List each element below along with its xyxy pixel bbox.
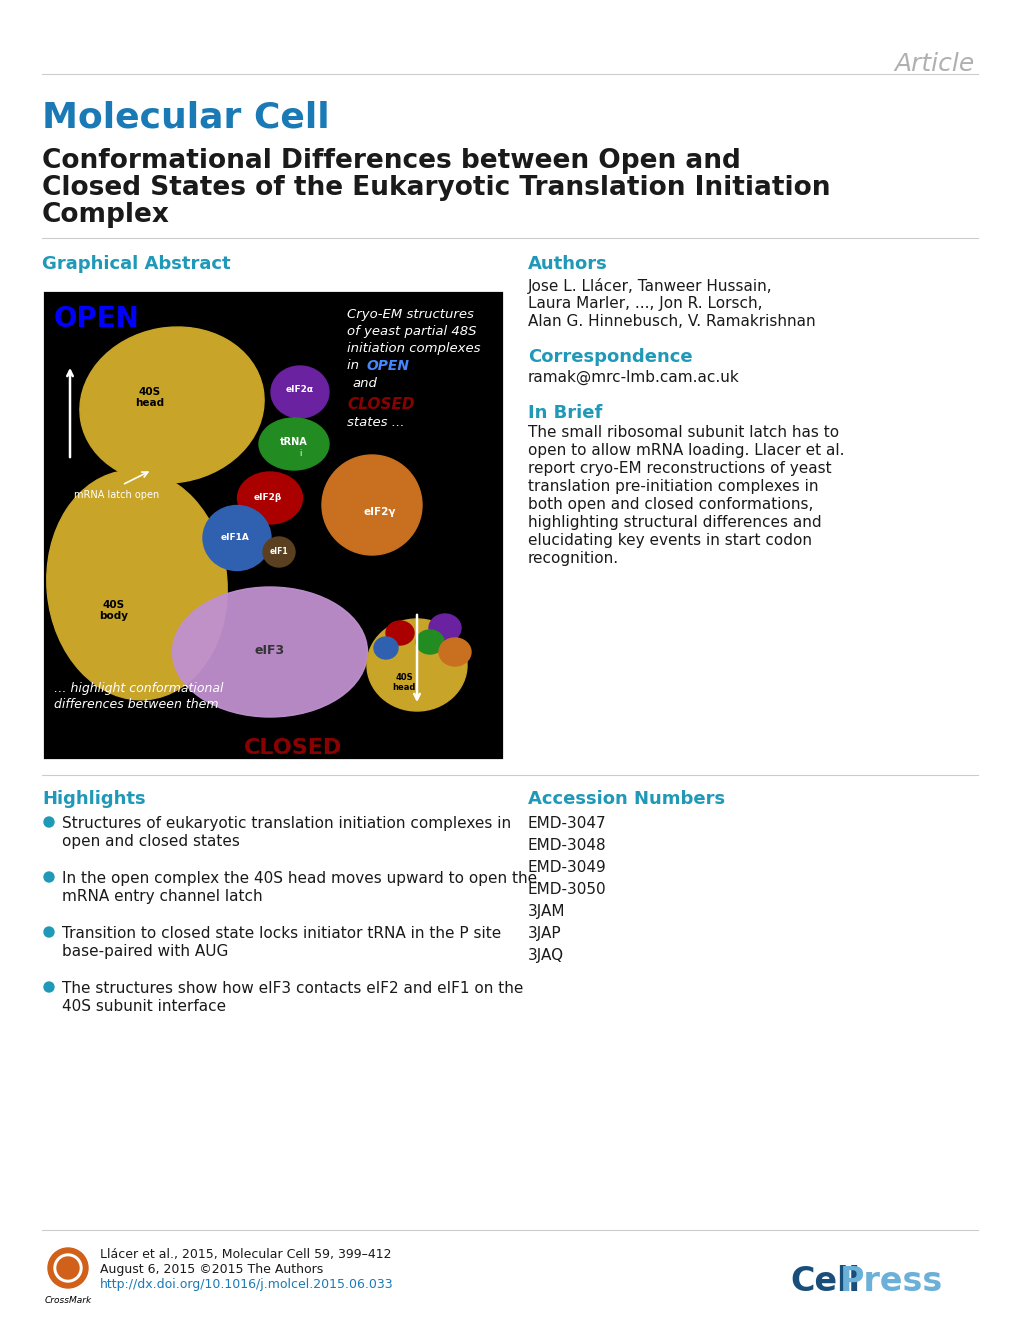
Text: Jose L. Llácer, Tanweer Hussain,: Jose L. Llácer, Tanweer Hussain, (528, 278, 771, 294)
Text: open and closed states: open and closed states (62, 834, 239, 849)
Text: Alan G. Hinnebusch, V. Ramakrishnan: Alan G. Hinnebusch, V. Ramakrishnan (528, 314, 815, 328)
FancyBboxPatch shape (42, 290, 503, 760)
Ellipse shape (374, 637, 397, 659)
Text: 40S subunit interface: 40S subunit interface (62, 1000, 226, 1014)
Text: Llácer et al., 2015, Molecular Cell 59, 399–412: Llácer et al., 2015, Molecular Cell 59, … (100, 1249, 391, 1260)
Ellipse shape (79, 327, 264, 483)
Ellipse shape (367, 620, 467, 711)
Text: 3JAQ: 3JAQ (528, 948, 564, 963)
Text: highlighting structural differences and: highlighting structural differences and (528, 515, 821, 530)
Text: In Brief: In Brief (528, 404, 602, 422)
Text: base-paired with AUG: base-paired with AUG (62, 944, 228, 959)
Text: 3JAM: 3JAM (528, 904, 565, 919)
Text: eIF2β: eIF2β (254, 493, 282, 502)
Text: Correspondence: Correspondence (528, 348, 692, 365)
Circle shape (44, 927, 54, 937)
Circle shape (57, 1256, 78, 1279)
Text: elucidating key events in start codon: elucidating key events in start codon (528, 534, 811, 548)
Text: Structures of eukaryotic translation initiation complexes in: Structures of eukaryotic translation ini… (62, 816, 511, 831)
Text: i: i (299, 450, 301, 458)
Text: CrossMark: CrossMark (45, 1296, 92, 1305)
Text: Complex: Complex (42, 203, 170, 228)
Text: report cryo-EM reconstructions of yeast: report cryo-EM reconstructions of yeast (528, 461, 830, 477)
Text: Highlights: Highlights (42, 790, 146, 808)
Text: of yeast partial 48S: of yeast partial 48S (346, 324, 476, 338)
Text: translation pre-initiation complexes in: translation pre-initiation complexes in (528, 479, 817, 494)
Text: EMD-3048: EMD-3048 (528, 838, 606, 853)
Text: Accession Numbers: Accession Numbers (528, 790, 725, 808)
Text: EMD-3049: EMD-3049 (528, 861, 606, 875)
Text: Molecular Cell: Molecular Cell (42, 101, 329, 134)
Text: tRNA: tRNA (280, 437, 308, 448)
Text: head: head (392, 682, 416, 691)
Circle shape (44, 873, 54, 882)
Text: OPEN: OPEN (54, 305, 140, 334)
Text: Transition to closed state locks initiator tRNA in the P site: Transition to closed state locks initiat… (62, 925, 500, 941)
Text: initiation complexes: initiation complexes (346, 342, 480, 355)
Circle shape (48, 1249, 88, 1288)
Text: states ...: states ... (346, 416, 405, 429)
Text: 40S: 40S (103, 600, 125, 610)
Text: eIF3: eIF3 (255, 643, 284, 657)
Text: Cryo-EM structures: Cryo-EM structures (346, 308, 474, 320)
Text: CLOSED: CLOSED (244, 737, 341, 759)
Ellipse shape (271, 365, 329, 418)
Ellipse shape (237, 471, 303, 524)
Ellipse shape (203, 506, 271, 571)
Text: Laura Marler, ..., Jon R. Lorsch,: Laura Marler, ..., Jon R. Lorsch, (528, 297, 762, 311)
Circle shape (44, 817, 54, 828)
Ellipse shape (438, 638, 471, 666)
Ellipse shape (429, 614, 461, 642)
Text: Graphical Abstract: Graphical Abstract (42, 256, 230, 273)
Text: differences between them: differences between them (54, 698, 218, 711)
Text: eIF1A: eIF1A (220, 532, 250, 542)
Text: body: body (100, 610, 128, 621)
Ellipse shape (47, 470, 227, 700)
Text: Closed States of the Eukaryotic Translation Initiation: Closed States of the Eukaryotic Translat… (42, 175, 829, 201)
Text: Conformational Differences between Open and: Conformational Differences between Open … (42, 148, 740, 173)
Text: … highlight conformational: … highlight conformational (54, 682, 223, 695)
Text: eIF1: eIF1 (269, 547, 288, 556)
Text: Cell: Cell (790, 1264, 859, 1298)
Ellipse shape (416, 630, 443, 654)
Text: Press: Press (840, 1264, 943, 1298)
Text: 3JAP: 3JAP (528, 925, 561, 941)
Ellipse shape (322, 455, 422, 555)
Text: head: head (136, 399, 164, 408)
Text: eIF2γ: eIF2γ (364, 507, 395, 516)
Ellipse shape (259, 418, 329, 470)
Text: EMD-3047: EMD-3047 (528, 816, 606, 831)
Text: Article: Article (894, 52, 974, 75)
Text: mRNA latch open: mRNA latch open (74, 490, 159, 500)
Text: ramak@mrc-lmb.cam.ac.uk: ramak@mrc-lmb.cam.ac.uk (528, 369, 739, 385)
Text: open to allow mRNA loading. Llacer et al.: open to allow mRNA loading. Llacer et al… (528, 444, 844, 458)
Text: 40S: 40S (139, 387, 161, 397)
Text: recognition.: recognition. (528, 551, 619, 565)
Ellipse shape (263, 538, 294, 567)
Text: 40S: 40S (394, 674, 413, 682)
Circle shape (54, 1254, 82, 1282)
Text: The structures show how eIF3 contacts eIF2 and eIF1 on the: The structures show how eIF3 contacts eI… (62, 981, 523, 996)
Text: Authors: Authors (528, 256, 607, 273)
Text: in: in (346, 359, 363, 372)
Text: mRNA entry channel latch: mRNA entry channel latch (62, 888, 262, 904)
Text: The small ribosomal subunit latch has to: The small ribosomal subunit latch has to (528, 425, 839, 440)
Ellipse shape (385, 621, 414, 645)
Text: eIF2α: eIF2α (285, 385, 314, 395)
Text: CLOSED: CLOSED (346, 397, 414, 412)
Text: and: and (352, 377, 376, 391)
Text: http://dx.doi.org/10.1016/j.molcel.2015.06.033: http://dx.doi.org/10.1016/j.molcel.2015.… (100, 1278, 393, 1291)
Text: EMD-3050: EMD-3050 (528, 882, 606, 896)
Text: both open and closed conformations,: both open and closed conformations, (528, 496, 812, 512)
Text: OPEN: OPEN (367, 359, 410, 373)
Text: In the open complex the 40S head moves upward to open the: In the open complex the 40S head moves u… (62, 871, 537, 886)
Ellipse shape (172, 587, 367, 718)
Text: August 6, 2015 ©2015 The Authors: August 6, 2015 ©2015 The Authors (100, 1263, 323, 1276)
Circle shape (44, 982, 54, 992)
